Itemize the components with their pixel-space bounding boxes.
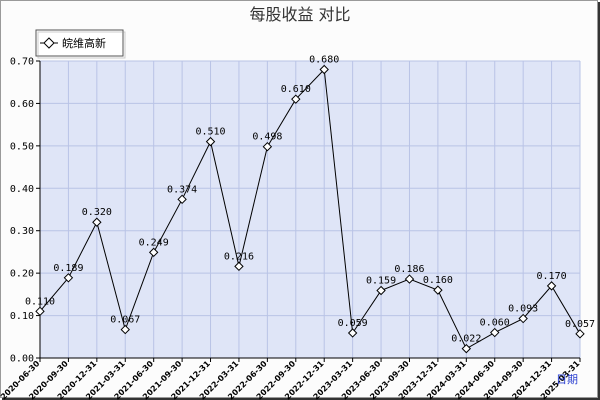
data-point-marker: [177, 194, 187, 205]
data-point-marker: [319, 64, 329, 75]
data-point-marker: [205, 136, 216, 147]
data-label: 0.170: [537, 271, 567, 282]
data-point-marker: [518, 313, 528, 324]
data-point-marker: [92, 217, 102, 227]
y-tick-label: 0.10: [10, 311, 34, 322]
data-point-marker: [546, 281, 557, 291]
data-label: 0.216: [224, 251, 254, 262]
data-point-marker: [461, 343, 472, 354]
data-label: 0.498: [252, 132, 282, 143]
x-axis-label: 日期: [556, 373, 578, 386]
data-label: 0.510: [195, 127, 225, 138]
y-tick-label: 0.30: [10, 226, 34, 237]
grid-lines: [39, 60, 581, 359]
data-point-marker: [404, 274, 415, 284]
data-point-marker: [347, 328, 358, 338]
data-label: 0.189: [53, 263, 83, 274]
series-markers: [35, 64, 585, 354]
y-tick-label: 0.70: [10, 57, 34, 68]
plot-area: [40, 61, 580, 358]
data-label: 0.159: [366, 276, 396, 287]
y-tick-label: 0.50: [10, 141, 34, 152]
data-label: 0.060: [480, 318, 510, 329]
y-tick-label: 0.00: [10, 354, 34, 365]
data-label: 0.320: [82, 207, 112, 218]
y-tick-label: 0.40: [10, 184, 34, 195]
data-point-marker: [63, 273, 74, 283]
data-point-marker: [433, 285, 443, 295]
data-label: 0.022: [451, 334, 481, 345]
x-axis-ticks: 2020-06-302020-09-302020-12-312021-03-31…: [0, 358, 582, 400]
data-point-marker: [148, 247, 159, 258]
data-label: 0.160: [423, 275, 453, 286]
data-point-marker: [120, 324, 130, 335]
data-point-marker: [291, 94, 301, 104]
data-label: 0.067: [110, 315, 140, 326]
data-label: 0.186: [394, 264, 424, 275]
data-point-marker: [490, 327, 500, 338]
legend-diamond-icon: [43, 37, 55, 49]
chart-title: 每股收益 对比: [249, 5, 350, 24]
y-axis-ticks: 0.00 0.10 0.20 0.30 0.40 0.50 0.60 0.70: [10, 57, 40, 365]
data-labels: 0.110 0.189 0.320 0.067 0.249 0.374 0.510 0.216…: [25, 54, 595, 344]
series-line: [39, 68, 581, 350]
legend: 皖维高新: [35, 29, 126, 59]
data-point-marker: [35, 306, 45, 317]
data-label: 0.374: [167, 184, 197, 195]
data-label: 0.680: [309, 54, 339, 65]
data-label: 0.093: [508, 304, 538, 315]
data-label: 0.059: [338, 318, 368, 329]
data-label: 0.110: [25, 296, 55, 307]
legend-shadow: [37, 31, 126, 59]
y-tick-label: 0.20: [10, 269, 34, 280]
data-point-marker: [376, 285, 386, 296]
data-label: 0.610: [281, 84, 311, 95]
y-tick-label: 0.60: [10, 99, 34, 110]
data-label: 0.249: [139, 237, 169, 248]
data-label: 0.057: [565, 319, 595, 330]
data-point-marker: [234, 261, 244, 272]
data-point-marker: [575, 329, 585, 339]
legend-label: 皖维高新: [62, 36, 106, 50]
data-point-marker: [262, 141, 273, 152]
